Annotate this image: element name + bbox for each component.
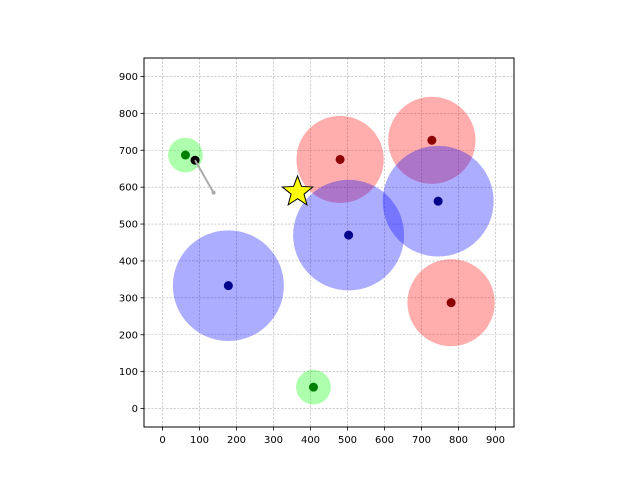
x-tick-label: 0: [159, 435, 165, 446]
grid: [144, 58, 514, 427]
x-tick-label: 900: [486, 435, 505, 446]
x-tick-label: 500: [338, 435, 357, 446]
x-tick-label: 200: [227, 435, 246, 446]
x-axis: 0 100 200 300 400 500 600 700 800 900: [159, 427, 505, 446]
blue-center-point: [223, 281, 233, 291]
y-tick-label: 100: [119, 367, 138, 378]
y-tick-label: 800: [119, 109, 138, 120]
y-tick-label: 500: [119, 220, 138, 231]
plot-area: [144, 58, 514, 427]
green-center-point: [308, 382, 318, 392]
plot-frame: [143, 57, 515, 428]
green-center-point: [180, 150, 190, 160]
x-tick-label: 600: [375, 435, 394, 446]
goal-star: [280, 174, 315, 207]
red-center-point: [427, 135, 437, 145]
y-tick-label: 900: [119, 72, 138, 83]
agent-trail: [194, 159, 216, 195]
x-tick-label: 700: [412, 435, 431, 446]
x-tick-label: 100: [190, 435, 209, 446]
blue-center-point: [344, 230, 354, 240]
red-center-point: [335, 154, 345, 164]
blue-center-point: [433, 196, 443, 206]
y-tick-label: 400: [119, 256, 138, 267]
x-tick-label: 800: [449, 435, 468, 446]
trail-line: [194, 159, 215, 194]
star-marker: [280, 174, 315, 207]
x-tick-label: 300: [264, 435, 283, 446]
y-axis: 0 100 200 300 400 500 600 700 800 900: [119, 72, 144, 415]
trail-end-point: [211, 190, 216, 195]
y-tick-label: 0: [132, 404, 138, 415]
y-tick-label: 200: [119, 330, 138, 341]
y-tick-label: 700: [119, 146, 138, 157]
x-tick-label: 400: [301, 435, 320, 446]
y-tick-label: 600: [119, 183, 138, 194]
y-tick-label: 300: [119, 293, 138, 304]
red-center-point: [446, 298, 456, 308]
